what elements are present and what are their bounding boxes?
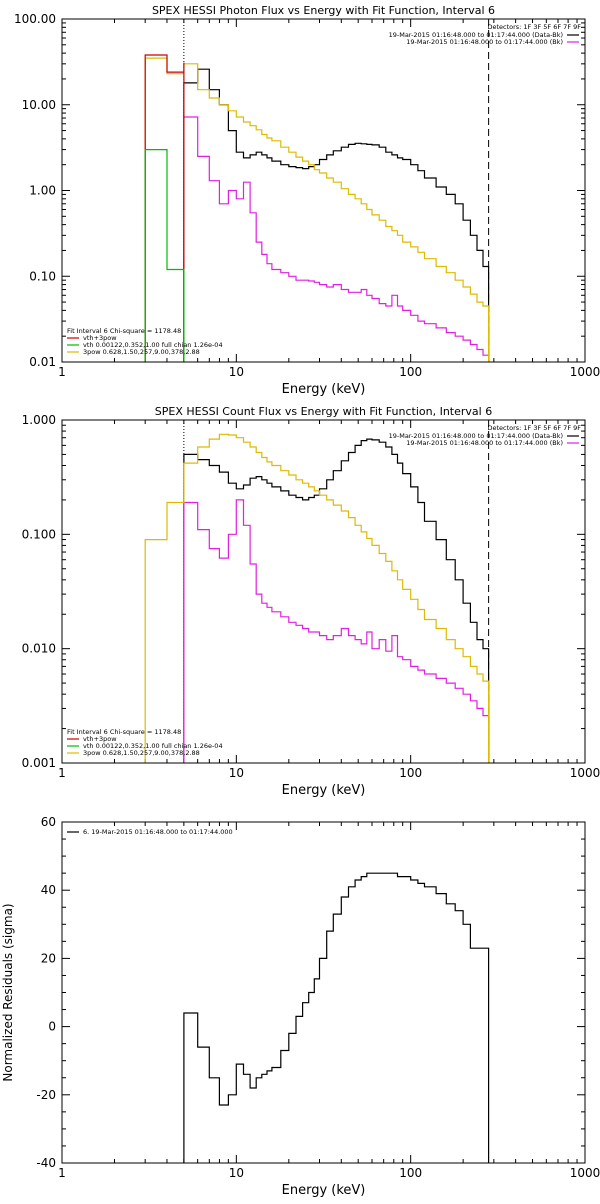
y-axis-label: Normalized Residuals (sigma) — [1, 903, 15, 1081]
series-line-2 — [183, 499, 490, 763]
y-tick-label: -40 — [36, 1156, 56, 1170]
x-tick-label: 1000 — [570, 365, 600, 379]
y-tick-label: 0.001 — [22, 756, 56, 770]
x-tick-label: 10 — [229, 365, 244, 379]
legend-left-label: vth+3pow — [83, 334, 117, 342]
x-axis-label: Energy (keV) — [282, 783, 366, 798]
y-tick-label: 60 — [41, 815, 56, 829]
chart-3: 1 10 100 1000 Energy (keV) -40 -20 0 20 40 60 Norma… — [1, 815, 600, 1198]
plot-frame — [61, 821, 586, 1164]
legend-left-label: vth 0.00122,0.352,1.00 full chian 1.26e-… — [83, 742, 223, 750]
detectors-label: Detectors: 1F 3F 5F 6F 7F 9F — [487, 424, 581, 432]
y-tick-label: 10.00 — [22, 98, 56, 112]
series-group — [183, 872, 490, 1163]
legend-left-label: 3pow 0.628,1.50,257,9.00,378,2.88 — [83, 348, 200, 356]
chart-title: SPEX HESSI Photon Flux vs Energy with Fi… — [152, 4, 495, 17]
series-line-2 — [183, 116, 490, 362]
legend-right-label: 19-Mar-2015 01:16:48.000 to 01:17:44.000… — [406, 38, 563, 46]
series-line-1 — [183, 872, 490, 1163]
x-tick-label: 10 — [229, 766, 244, 780]
y-tick-label: 1.000 — [22, 413, 56, 427]
fit-header: Fit Interval 6 Chi-square = 1178.48 — [67, 728, 181, 736]
x-tick-label: 100 — [399, 766, 422, 780]
chart-title: SPEX HESSI Count Flux vs Energy with Fit… — [155, 405, 492, 418]
chart-1: SPEX HESSI Photon Flux vs Energy with Fi… — [14, 4, 600, 397]
x-tick-label: 1000 — [570, 1166, 600, 1180]
plot-frame — [61, 419, 586, 764]
detectors-label: Detectors: 1F 3F 5F 6F 7F 9F — [487, 23, 581, 31]
y-tick-label: -20 — [36, 1088, 56, 1102]
x-tick-label: 1 — [58, 766, 66, 780]
y-tick-label: 0.10 — [29, 269, 56, 283]
series-line-5 — [144, 149, 185, 362]
y-tick-label: 100.00 — [14, 12, 56, 26]
legend-left-label: vth 0.00122,0.352,1.00 full chian 1.26e-… — [83, 341, 223, 349]
y-tick-label: 0.010 — [22, 642, 56, 656]
chart-2: SPEX HESSI Count Flux vs Energy with Fit… — [22, 405, 600, 798]
x-tick-label: 1 — [58, 1166, 66, 1180]
x-tick-label: 10 — [229, 1166, 244, 1180]
series-group — [144, 54, 490, 362]
x-axis-label: Energy (keV) — [282, 1183, 366, 1198]
y-tick-label: 0.01 — [29, 355, 56, 369]
series-line-1 — [183, 438, 490, 763]
y-tick-label: 40 — [41, 883, 56, 897]
legend-right-label: 19-Mar-2015 01:16:48.000 to 01:17:44.000… — [406, 439, 563, 447]
y-tick-label: 20 — [41, 951, 56, 965]
y-tick-label: 1.00 — [29, 184, 56, 198]
fit-header: Fit Interval 6 Chi-square = 1178.48 — [67, 327, 181, 335]
x-tick-label: 100 — [399, 1166, 422, 1180]
y-tick-label: 0.100 — [22, 527, 56, 541]
legend-right-label: 19-Mar-2015 01:16:48.000 to 01:17:44.000… — [389, 31, 563, 39]
x-tick-label: 100 — [399, 365, 422, 379]
series-line-1 — [183, 68, 490, 362]
legend-left-label: vth+3pow — [83, 735, 117, 743]
series-line-3 — [144, 57, 490, 362]
x-tick-label: 1000 — [570, 766, 600, 780]
series-group — [144, 433, 490, 763]
x-tick-label: 1 — [58, 365, 66, 379]
series-line-4 — [144, 54, 185, 362]
plot-frame — [61, 18, 586, 363]
legend-right-label: 19-Mar-2015 01:16:48.000 to 01:17:44.000… — [389, 432, 563, 440]
x-axis-label: Energy (keV) — [282, 382, 366, 397]
legend-left-label: 3pow 0.628,1.50,257,9.00,378,2.88 — [83, 749, 200, 757]
y-tick-label: 0 — [48, 1020, 56, 1034]
legend-left-label: 6. 19-Mar-2015 01:16:48.000 to 01:17:44.… — [83, 828, 233, 836]
series-line-3 — [144, 433, 490, 763]
